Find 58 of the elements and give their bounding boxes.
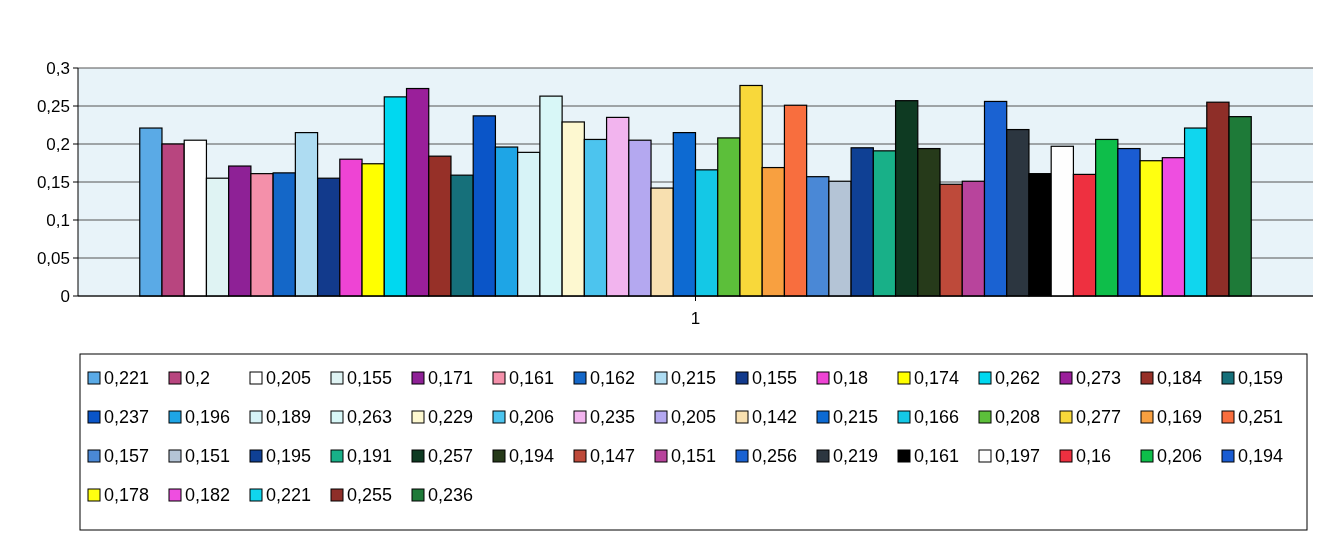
y-tick-label: 0,2 <box>46 134 70 154</box>
legend-label: 0,174 <box>914 368 960 389</box>
legend-label: 0,273 <box>1076 368 1122 389</box>
legend-label: 0,263 <box>347 407 393 428</box>
legend-label: 0,195 <box>266 446 312 467</box>
legend-label: 0,196 <box>185 407 231 428</box>
legend-label: 0,221 <box>266 485 312 506</box>
y-tick-label: 0,1 <box>46 210 70 230</box>
legend-label: 0,205 <box>671 407 717 428</box>
legend-label: 0,277 <box>1076 407 1122 428</box>
legend-label: 0,219 <box>833 446 879 467</box>
legend-label: 0,155 <box>347 368 393 389</box>
legend-label: 0,184 <box>1157 368 1203 389</box>
legend-label: 0,215 <box>671 368 717 389</box>
legend-label: 0,194 <box>1238 446 1284 467</box>
y-tick-label: 0,15 <box>36 172 70 192</box>
legend-label: 0,147 <box>590 446 636 467</box>
legend-label: 0,189 <box>266 407 312 428</box>
legend-label: 0,215 <box>833 407 879 428</box>
legend-label: 0,2 <box>185 368 211 389</box>
legend-label: 0,162 <box>590 368 636 389</box>
y-tick-label: 0,3 <box>46 58 70 78</box>
y-tick-label: 0,25 <box>36 96 70 116</box>
legend-label: 0,151 <box>185 446 231 467</box>
legend-label: 0,171 <box>428 368 474 389</box>
legend-label: 0,159 <box>1238 368 1284 389</box>
legend-label: 0,155 <box>752 368 798 389</box>
legend-label: 0,161 <box>509 368 555 389</box>
legend-label: 0,262 <box>995 368 1041 389</box>
legend-label: 0,194 <box>509 446 555 467</box>
legend-label: 0,142 <box>752 407 798 428</box>
legend-label: 0,151 <box>671 446 717 467</box>
legend-label: 0,197 <box>995 446 1041 467</box>
x-tick-label: 1 <box>690 309 701 328</box>
legend-label: 0,206 <box>1157 446 1203 467</box>
y-tick-label: 0 <box>60 286 70 306</box>
legend-label: 0,191 <box>347 446 393 467</box>
legend-label: 0,255 <box>347 485 393 506</box>
legend-label: 0,257 <box>428 446 474 467</box>
legend-label: 0,166 <box>914 407 960 428</box>
legend-label: 0,235 <box>590 407 636 428</box>
legend-label: 0,178 <box>104 485 150 506</box>
legend-label: 0,16 <box>1076 446 1112 467</box>
legend-label: 0,161 <box>914 446 960 467</box>
legend-label: 0,169 <box>1157 407 1203 428</box>
legend-label: 0,18 <box>833 368 869 389</box>
legend-label: 0,182 <box>185 485 231 506</box>
legend-label: 0,221 <box>104 368 150 389</box>
legend-label: 0,208 <box>995 407 1041 428</box>
legend-label: 0,251 <box>1238 407 1284 428</box>
legend-label: 0,229 <box>428 407 474 428</box>
y-tick-label: 0,05 <box>36 248 70 268</box>
legend-label: 0,237 <box>104 407 150 428</box>
legend-label: 0,206 <box>509 407 555 428</box>
legend-label: 0,205 <box>266 368 312 389</box>
legend-label: 0,157 <box>104 446 150 467</box>
legend-label: 0,256 <box>752 446 798 467</box>
legend-label: 0,236 <box>428 485 474 506</box>
